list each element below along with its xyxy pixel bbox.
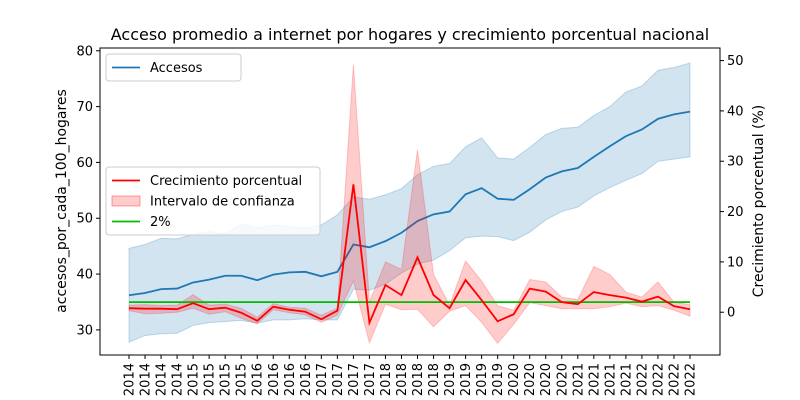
x-tick-label: 2014 <box>123 363 138 396</box>
x-axis: 2014 2014 2014 2014 2015 2015 2015 2015 2016 2016… <box>123 355 699 396</box>
x-tick-label: 2019 <box>459 363 474 396</box>
left-y-axis-label: accesos_por_cada_100_hogares <box>54 89 70 313</box>
x-tick-label: 2017 <box>331 363 346 396</box>
x-tick-label: 2017 <box>347 363 362 396</box>
right-y-tick-label: 50 <box>727 54 744 69</box>
legend-label: Crecimiento porcentual <box>150 174 302 189</box>
x-tick-label: 2021 <box>603 363 618 396</box>
x-tick-label: 2022 <box>635 363 650 396</box>
legend-label: Accesos <box>150 61 203 76</box>
chart-title: Acceso promedio a internet por hogares y… <box>111 25 710 44</box>
x-tick-label: 2014 <box>155 363 170 396</box>
right-y-tick-label: 40 <box>727 104 744 119</box>
left-y-tick-label: 40 <box>76 268 93 283</box>
x-tick-label: 2018 <box>395 363 410 396</box>
x-tick-label: 2018 <box>411 363 426 396</box>
x-tick-label: 2022 <box>667 363 682 396</box>
left-y-tick-label: 30 <box>76 323 93 338</box>
x-tick-label: 2017 <box>363 363 378 396</box>
x-tick-label: 2017 <box>315 363 330 396</box>
x-tick-label: 2021 <box>619 363 634 396</box>
growth-line-layer <box>128 184 691 327</box>
x-tick-label: 2019 <box>491 363 506 396</box>
x-tick-label: 2015 <box>203 363 218 396</box>
x-tick-label: 2022 <box>684 363 699 396</box>
x-tick-label: 2014 <box>171 363 186 396</box>
x-tick-label: 2018 <box>379 363 394 396</box>
left-y-tick-label: 60 <box>76 156 93 171</box>
x-tick-label: 2015 <box>187 363 202 396</box>
x-tick-label: 2022 <box>651 363 666 396</box>
right-y-tick-label: 20 <box>727 205 744 220</box>
legend-box <box>105 166 321 236</box>
legend-layer: Accesos Crecimiento porcentual Intervalo d… <box>105 53 321 236</box>
legend-box <box>105 53 242 82</box>
x-tick-label: 2016 <box>299 363 314 396</box>
x-tick-label: 2016 <box>283 363 298 396</box>
x-tick-label: 2016 <box>267 363 282 396</box>
x-tick-label: 2019 <box>443 363 458 396</box>
accesos-line <box>128 110 691 297</box>
x-tick-label: 2019 <box>475 363 490 396</box>
x-tick-label: 2020 <box>539 363 554 396</box>
x-tick-label: 2014 <box>139 363 154 396</box>
accesos-confidence-band-layer <box>128 62 691 343</box>
growth-confidence-band-layer <box>128 64 691 345</box>
plot-area-frame <box>99 47 721 356</box>
right-y-axis: 0 10 20 30 40 50 <box>720 54 744 321</box>
legend-label: 2% <box>150 215 171 230</box>
left-y-axis: 30 40 50 60 70 80 <box>76 44 100 338</box>
left-y-tick-label: 80 <box>76 44 93 59</box>
x-tick-label: 2020 <box>507 363 522 396</box>
growth-confidence-band <box>128 64 691 345</box>
left-y-tick-label: 50 <box>76 212 93 227</box>
x-tick-label: 2016 <box>251 363 266 396</box>
accesos-line-layer <box>128 110 691 297</box>
legend-label: Intervalo de confianza <box>150 195 295 210</box>
growth-line <box>128 184 691 327</box>
right-y-tick-label: 10 <box>727 255 744 270</box>
right-y-axis-label: Crecimiento porcentual (%) <box>751 105 767 298</box>
accesos-confidence-band <box>128 62 691 343</box>
x-tick-label: 2015 <box>235 363 250 396</box>
legend-patch <box>111 195 141 207</box>
left-y-tick-label: 70 <box>76 100 93 115</box>
x-tick-label: 2018 <box>427 363 442 396</box>
x-tick-label: 2015 <box>219 363 234 396</box>
right-y-tick-label: 30 <box>727 155 744 170</box>
x-tick-label: 2020 <box>523 363 538 396</box>
x-tick-label: 2021 <box>571 363 586 396</box>
right-y-tick-label: 0 <box>727 306 735 321</box>
x-tick-label: 2020 <box>555 363 570 396</box>
x-tick-label: 2021 <box>587 363 602 396</box>
